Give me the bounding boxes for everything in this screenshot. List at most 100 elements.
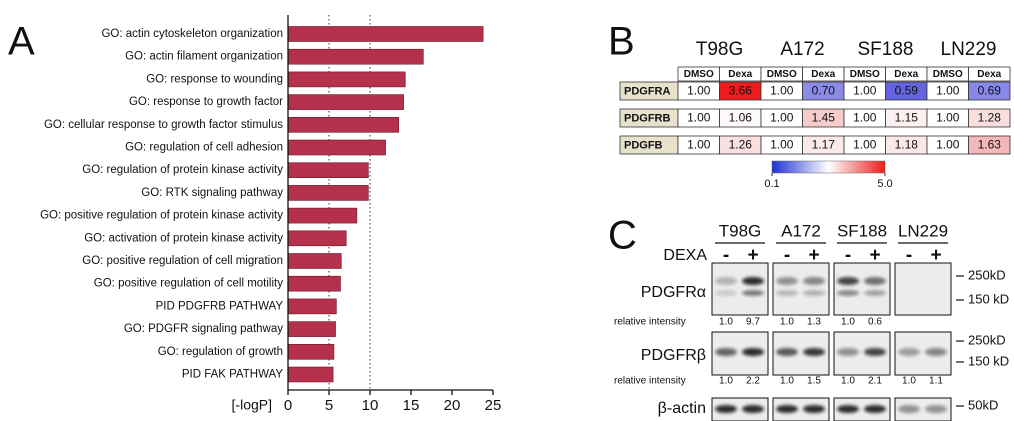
bar [288,72,405,87]
column-header: Dexa [811,69,835,80]
row-header: PDGFB [624,139,663,151]
column-header: DMSO [767,69,797,80]
cell-value: 1.17 [812,138,836,152]
protein-label: PDGFRα [641,284,706,301]
intensity-value: 1.5 [807,376,821,387]
category-label: GO: regulation of growth [158,346,283,358]
category-label: GO: response to growth factor [129,96,283,108]
protein-band [864,277,886,285]
row-header: PDGFRA [624,85,671,97]
protein-band [715,290,737,296]
x-axis-label: [-logP] [232,397,272,413]
protein-band [742,405,764,413]
intensity-value: 1.0 [841,376,855,387]
cell-value: 3.66 [729,84,753,98]
intensity-value: 1.0 [780,317,794,328]
marker-label: 50kD [968,397,998,412]
protein-band [742,348,764,356]
protein-band [864,290,886,296]
cell-value: 1.00 [936,111,960,125]
protein-band [898,405,920,413]
protein-label: β-actin [658,400,706,417]
protein-band [776,405,798,413]
marker-label: 150 kD [968,291,1009,306]
category-label: PID PDGFRB PATHWAY [156,300,284,312]
x-tick-label: 10 [362,397,379,414]
protein-band [864,405,886,413]
cell-value: 1.00 [936,138,960,152]
category-label: GO: positive regulation of cell motility [94,278,283,290]
protein-label: PDGFRβ [641,347,706,364]
bar [288,367,333,382]
bar [288,231,346,246]
bar [288,322,336,337]
group-header: T98G [696,39,744,60]
x-tick-label: 5 [325,397,333,414]
protein-band [715,405,737,413]
category-label: GO: response to wounding [146,73,283,85]
cell-value: 1.00 [853,84,877,98]
panel-label: B [608,20,635,64]
protein-band [776,277,798,285]
bar [288,208,357,223]
cell-line: LN229 [898,221,948,240]
x-tick-label: 25 [485,397,502,414]
category-label: GO: positive regulation of protein kinas… [40,210,283,222]
intensity-value: 9.7 [746,317,760,328]
x-tick-label: 0 [284,397,292,414]
cell-value: 1.18 [895,138,919,152]
group-header: A172 [780,39,824,60]
intensity-label: relative intensity [614,376,686,387]
cell-value: 1.45 [812,111,836,125]
cell-value: 1.00 [936,84,960,98]
category-label: GO: actin cytoskeleton organization [101,28,283,40]
cell-line: T98G [719,221,762,240]
bar [288,276,340,291]
bar [288,185,368,200]
protein-band [742,277,764,285]
protein-band [803,348,825,356]
protein-band [803,405,825,413]
category-label: GO: actin filament organization [125,51,283,63]
category-label: GO: regulation of protein kinase activit… [82,164,283,176]
bar [288,117,399,132]
x-tick-label: 15 [403,397,420,414]
column-header: DMSO [684,69,714,80]
protein-band [742,290,764,296]
cell-value: 1.00 [853,111,877,125]
bar [288,299,336,314]
protein-band [837,290,859,296]
category-label: GO: regulation of cell adhesion [125,142,283,154]
category-label: GO: PDGFR signaling pathway [124,323,283,335]
intensity-value: 2.1 [868,376,882,387]
panel-label: A [8,20,35,64]
column-header: Dexa [728,69,752,80]
cell-value: 1.28 [978,111,1002,125]
intensity-value: 1.1 [929,376,943,387]
cell-value: 1.15 [895,111,919,125]
protein-band [715,348,737,356]
figure: A GO: actin cytoskeleton organization GO: … [0,0,1014,421]
colorbar-label: 5.0 [877,178,892,190]
cell-value: 1.00 [853,138,877,152]
protein-band [864,348,886,356]
category-label: GO: cellular response to growth factor s… [44,119,283,131]
x-tick-label: 20 [444,397,461,414]
bar [288,95,404,110]
row-header: PDGFRB [624,112,671,124]
intensity-value: 1.0 [841,317,855,328]
protein-band [837,348,859,356]
cell-value: 0.69 [978,84,1002,98]
cell-value: 0.70 [812,84,836,98]
protein-band [715,277,737,285]
bar [288,49,423,64]
treatment-label: DEXA [663,247,707,264]
bar [288,254,341,269]
column-header: Dexa [977,69,1001,80]
cell-value: 1.26 [729,138,753,152]
protein-band [776,348,798,356]
cell-value: 1.00 [687,84,711,98]
category-label: GO: activation of protein kinase activit… [84,232,283,244]
category-label: GO: positive regulation of cell migratio… [82,255,283,267]
blot-image [834,263,890,315]
